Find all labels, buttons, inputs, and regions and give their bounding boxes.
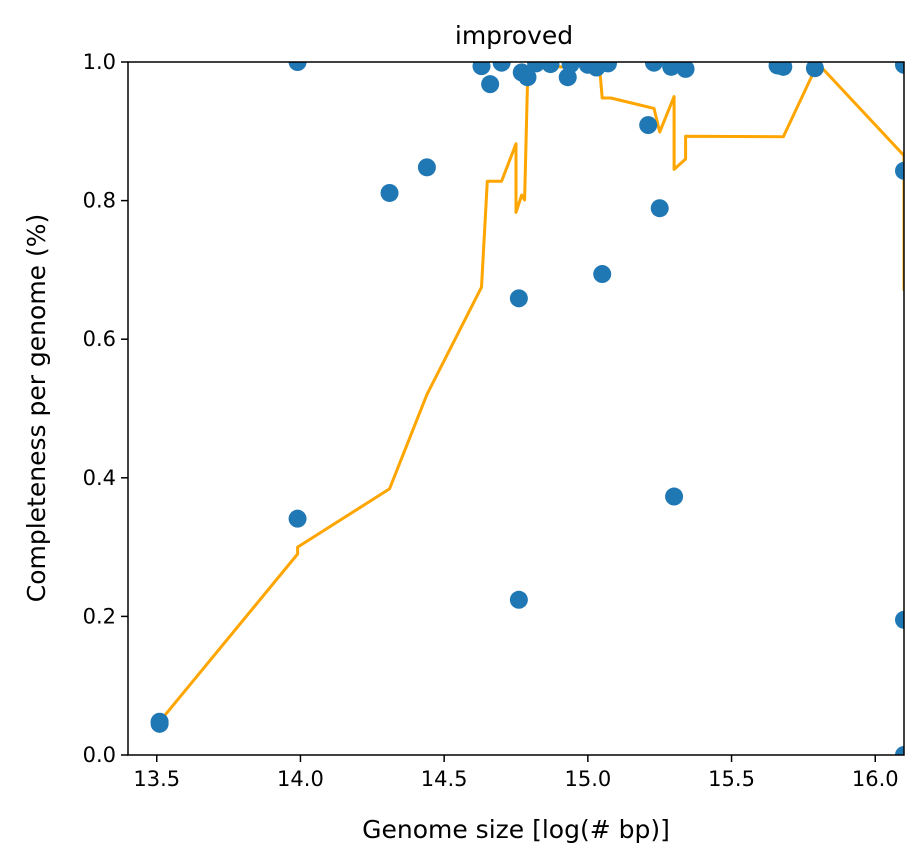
data-point bbox=[639, 116, 658, 135]
data-point bbox=[527, 62, 546, 73]
x-tick-label: 13.5 bbox=[133, 767, 180, 791]
y-tick-label: 0.4 bbox=[83, 466, 116, 490]
data-point bbox=[774, 62, 793, 76]
data-point bbox=[288, 62, 307, 71]
x-tick-label: 15.0 bbox=[564, 767, 611, 791]
y-tick-label: 0.0 bbox=[83, 743, 116, 767]
data-point bbox=[561, 62, 580, 74]
data-point bbox=[417, 158, 436, 177]
y-tick-label: 0.2 bbox=[83, 604, 116, 628]
scatter-points-layer bbox=[150, 62, 904, 755]
data-point bbox=[541, 62, 560, 74]
data-point bbox=[895, 746, 904, 755]
data-point bbox=[895, 161, 904, 180]
data-point bbox=[518, 68, 537, 87]
data-point bbox=[288, 509, 307, 528]
data-point bbox=[492, 62, 511, 72]
data-point bbox=[662, 62, 681, 76]
y-tick-label: 0.6 bbox=[83, 327, 116, 351]
data-point bbox=[593, 265, 612, 284]
x-tick-label: 14.0 bbox=[277, 767, 324, 791]
plot-frame bbox=[127, 61, 905, 756]
data-point bbox=[805, 62, 824, 78]
x-tick-label: 16.0 bbox=[852, 767, 899, 791]
y-axis: 0.0 0.2 0.4 0.6 0.8 1.0 bbox=[83, 50, 128, 767]
data-point bbox=[895, 62, 904, 74]
x-axis-label: Genome size [log(# bp)] bbox=[362, 815, 670, 844]
data-point bbox=[150, 714, 169, 733]
data-point bbox=[509, 590, 528, 609]
y-tick-label: 1.0 bbox=[83, 50, 116, 74]
data-point bbox=[665, 487, 684, 506]
y-tick-label: 0.8 bbox=[83, 189, 116, 213]
data-point bbox=[472, 62, 491, 76]
y-axis-label: Completeness per genome (%) bbox=[22, 214, 51, 603]
data-point bbox=[644, 62, 663, 72]
x-axis: 13.5 14.0 14.5 15.0 15.5 16.0 bbox=[133, 755, 899, 791]
x-tick-label: 15.5 bbox=[708, 767, 755, 791]
data-point bbox=[676, 62, 695, 78]
data-point bbox=[598, 62, 617, 73]
trend-line bbox=[158, 62, 904, 723]
x-tick-label: 14.5 bbox=[421, 767, 468, 791]
data-point bbox=[481, 75, 500, 94]
data-point bbox=[509, 289, 528, 308]
chart-title: improved bbox=[455, 21, 573, 50]
trend-line-layer bbox=[158, 62, 904, 723]
data-point bbox=[380, 183, 399, 202]
data-point bbox=[895, 610, 904, 629]
data-point bbox=[650, 199, 669, 218]
